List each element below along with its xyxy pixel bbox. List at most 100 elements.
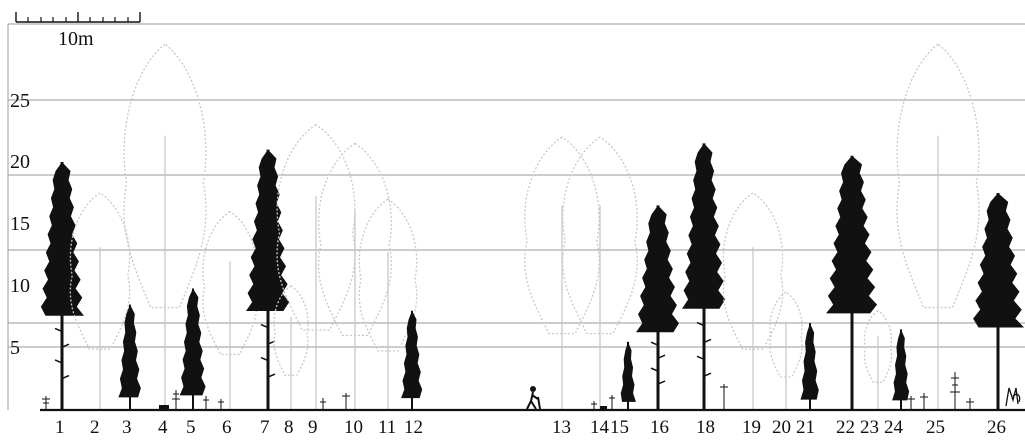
tree-21 [800, 323, 819, 410]
person-scale-figure-icon [526, 386, 541, 410]
tree-25 [896, 43, 980, 410]
tree-number-label: 9 [308, 417, 318, 438]
author-signature [1005, 387, 1021, 407]
tree-number-label: 1 [55, 417, 65, 438]
tree-branch [260, 323, 269, 329]
tree-number-label: 20 [772, 417, 791, 438]
tree-number-label: 19 [742, 417, 761, 438]
tree-number-label: 15 [610, 417, 629, 438]
height-label-15: 15 [10, 213, 30, 235]
tree-branch [657, 354, 666, 359]
tree-9 [276, 124, 356, 410]
tree-crown [722, 192, 784, 350]
tree-branch [61, 343, 70, 348]
signature-mark [1005, 387, 1021, 407]
tree-number-label: 10 [344, 417, 363, 438]
tree-number-label: 8 [284, 417, 294, 438]
tree-number-label: 6 [222, 417, 232, 438]
seedling-icon [42, 396, 50, 409]
tree-14 [562, 136, 638, 410]
tree-16 [636, 205, 679, 410]
tree-number-label: 13 [552, 417, 571, 438]
height-gridlines [7, 23, 1025, 410]
tree-2 [69, 192, 131, 410]
tree-number-label: 16 [650, 417, 669, 438]
tree-19 [722, 192, 784, 410]
tree-branch [657, 380, 666, 385]
tree-crown [358, 198, 418, 352]
tree-number-label: 24 [884, 417, 904, 438]
height-label-25: 25 [10, 90, 30, 112]
tree-branch [260, 356, 269, 362]
height-axis-labels: 25 20 15 10 5 [10, 90, 30, 359]
tree-number-label: 25 [926, 417, 945, 438]
seedling-icon [172, 390, 180, 409]
tree-1 [40, 162, 84, 410]
tree-crown [863, 310, 893, 383]
tree-number-label: 7 [260, 417, 270, 438]
seedling-icon [218, 399, 224, 409]
tree-24 [892, 329, 910, 410]
tree-branch [54, 359, 63, 364]
tree-number-label: 2 [90, 417, 100, 438]
tree-branch [650, 367, 659, 372]
scale-bar-label: 10m [58, 28, 94, 50]
tree-branch [696, 321, 705, 327]
tree-number-label: 22 [836, 417, 855, 438]
seedling-icon [966, 398, 974, 409]
height-label-20: 20 [10, 151, 30, 173]
height-label-5: 5 [10, 337, 20, 359]
seedling-icon [320, 398, 326, 409]
seedling-icon [203, 396, 209, 409]
seedling-icon [907, 396, 915, 409]
tree-4 [123, 43, 207, 410]
tree-number-label: 26 [987, 417, 1006, 438]
tree-branch [703, 372, 712, 377]
tree-number-label: 18 [696, 417, 715, 438]
tree-number-label: 21 [796, 417, 815, 438]
tree-number-label: 4 [158, 417, 168, 438]
scale-bar: 10m [15, 12, 141, 50]
tree-branch [54, 327, 63, 333]
understory-plants [42, 372, 974, 410]
tree-number-label: 23 [860, 417, 879, 438]
tree-branch [703, 338, 712, 344]
tree-branch [267, 373, 276, 378]
tree-crown [69, 192, 131, 350]
tree-crown [562, 136, 638, 335]
tree-3 [118, 304, 141, 410]
tree-branch [650, 341, 659, 346]
tree-number-labels: 1 2 3 4 5 6 7 8 9 10 11 12 13 14 15 16 18 19 20 21 22 23 24 25 2… [55, 417, 1006, 438]
seedling-icon [591, 401, 597, 409]
tree-10 [317, 142, 393, 410]
stump-icon [600, 406, 607, 410]
tree-profiles [40, 43, 1024, 410]
tree-8 [273, 285, 309, 410]
seedling-icon [609, 395, 615, 409]
tree-number-label: 14 [590, 417, 610, 438]
tree-number-label: 12 [404, 417, 423, 438]
tree-6 [202, 210, 258, 410]
seedling-icon [720, 384, 728, 409]
tree-number-label: 5 [186, 417, 196, 438]
tree-26 [973, 193, 1024, 410]
tree-crown [524, 136, 600, 335]
tree-23 [863, 310, 893, 410]
tree-18 [682, 143, 726, 410]
tree-20 [769, 291, 803, 410]
tree-crown [273, 285, 309, 376]
tree-5 [179, 288, 206, 410]
tree-13 [524, 136, 600, 410]
height-label-10: 10 [10, 275, 30, 297]
seedling-icon [342, 393, 350, 409]
tree-7 [246, 149, 290, 410]
tree-11 [358, 198, 418, 410]
tree-12 [401, 310, 423, 410]
stump-icon [159, 405, 169, 410]
tree-branch [61, 374, 70, 380]
seedling-icon [920, 393, 928, 409]
tree-22 [826, 155, 878, 410]
tree-number-label: 11 [378, 417, 396, 438]
seedling-icon [950, 372, 960, 409]
